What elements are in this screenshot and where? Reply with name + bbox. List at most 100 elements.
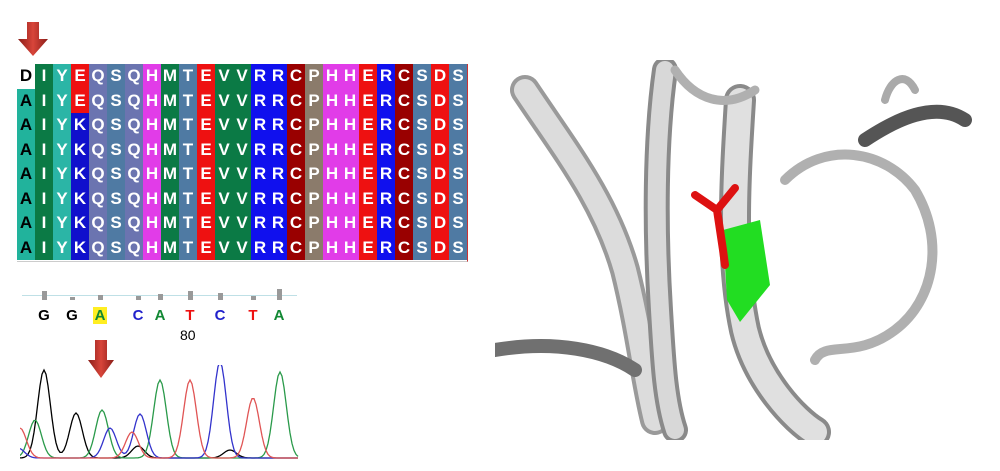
quality-bar (251, 296, 256, 300)
residue-cell: A (17, 113, 35, 138)
residue-cell: R (251, 162, 269, 187)
residue-cell: E (197, 64, 215, 89)
residue-cell: Q (89, 162, 107, 187)
residue-cell: Q (89, 113, 107, 138)
residue-cell: Q (89, 235, 107, 260)
residue-cell: E (359, 137, 377, 162)
residue-cell: R (377, 88, 395, 113)
residue-cell: T (179, 64, 197, 89)
residue-cell: K (71, 211, 89, 236)
residue-cell: Q (125, 211, 143, 236)
residue-cell: S (107, 88, 125, 113)
residue-cell: H (143, 186, 161, 211)
residue-cell: Q (125, 137, 143, 162)
base-call: A (154, 307, 166, 324)
residue-cell: Q (89, 137, 107, 162)
residue-cell: R (251, 113, 269, 138)
mutation-site-highlight (723, 220, 770, 322)
quality-bar (98, 295, 103, 300)
residue-cell: Y (53, 186, 71, 211)
quality-bar (277, 289, 282, 300)
residue-cell: H (323, 137, 341, 162)
residue-cell: A (17, 88, 35, 113)
residue-cell: S (449, 186, 467, 211)
residue-cell: P (305, 186, 323, 211)
quality-bar (158, 294, 163, 300)
residue-cell: R (251, 235, 269, 260)
residue-cell: H (143, 162, 161, 187)
residue-cell: E (197, 211, 215, 236)
residue-cell: D (431, 186, 449, 211)
residue-cell: S (107, 137, 125, 162)
residue-cell: P (305, 162, 323, 187)
residue-cell: E (359, 64, 377, 89)
residue-cell: Y (53, 137, 71, 162)
residue-cell: H (143, 113, 161, 138)
residue-cell: H (143, 88, 161, 113)
residue-cell: D (431, 162, 449, 187)
residue-cell: C (287, 113, 305, 138)
residue-cell: H (143, 137, 161, 162)
residue-cell: E (197, 162, 215, 187)
residue-cell: E (359, 186, 377, 211)
residue-cell: S (449, 64, 467, 89)
residue-cell: C (287, 235, 305, 260)
residue-cell: A (17, 162, 35, 187)
base-call: C (214, 307, 226, 324)
residue-cell: V (233, 235, 251, 260)
residue-cell: Q (125, 162, 143, 187)
residue-cell: I (35, 211, 53, 236)
base-call: C (132, 307, 144, 324)
residue-cell: R (251, 186, 269, 211)
residue-cell: S (449, 137, 467, 162)
residue-cell: S (107, 235, 125, 260)
position-label: 80 (180, 327, 196, 343)
residue-cell: Y (53, 211, 71, 236)
base-call: A (273, 307, 285, 324)
residue-cell: V (233, 186, 251, 211)
residue-cell: R (251, 88, 269, 113)
residue-cell: T (179, 235, 197, 260)
residue-cell: E (197, 186, 215, 211)
residue-cell: H (143, 211, 161, 236)
residue-cell: E (197, 235, 215, 260)
residue-cell: S (107, 186, 125, 211)
residue-cell: K (71, 162, 89, 187)
ribbon-loop (858, 104, 972, 147)
residue-cell: T (179, 186, 197, 211)
residue-cell: C (395, 186, 413, 211)
residue-cell: R (269, 64, 287, 89)
residue-cell: E (197, 113, 215, 138)
residue-cell: P (305, 211, 323, 236)
residue-cell: A (17, 211, 35, 236)
residue-cell: H (323, 186, 341, 211)
residue-cell: D (431, 211, 449, 236)
residue-cell: S (413, 211, 431, 236)
residue-cell: E (197, 137, 215, 162)
residue-cell: Q (125, 186, 143, 211)
quality-bar (136, 296, 141, 300)
residue-cell: Q (125, 235, 143, 260)
residue-cell: V (215, 211, 233, 236)
residue-cell: Y (53, 162, 71, 187)
residue-cell: Y (53, 64, 71, 89)
residue-cell: P (305, 137, 323, 162)
mutant-residue-sticks (691, 184, 739, 269)
residue-cell: Y (53, 88, 71, 113)
residue-cell: R (269, 235, 287, 260)
base-call: G (66, 307, 78, 324)
residue-cell: Q (89, 186, 107, 211)
residue-cell: M (161, 162, 179, 187)
residue-cell: Q (89, 88, 107, 113)
residue-cell: H (323, 235, 341, 260)
residue-cell: V (215, 162, 233, 187)
residue-cell: H (323, 88, 341, 113)
residue-cell: C (395, 211, 413, 236)
residue-cell: C (395, 162, 413, 187)
residue-cell: I (35, 88, 53, 113)
residue-cell: R (377, 235, 395, 260)
residue-cell: H (341, 186, 359, 211)
residue-cell: T (179, 88, 197, 113)
ribbon-loop (780, 149, 938, 365)
